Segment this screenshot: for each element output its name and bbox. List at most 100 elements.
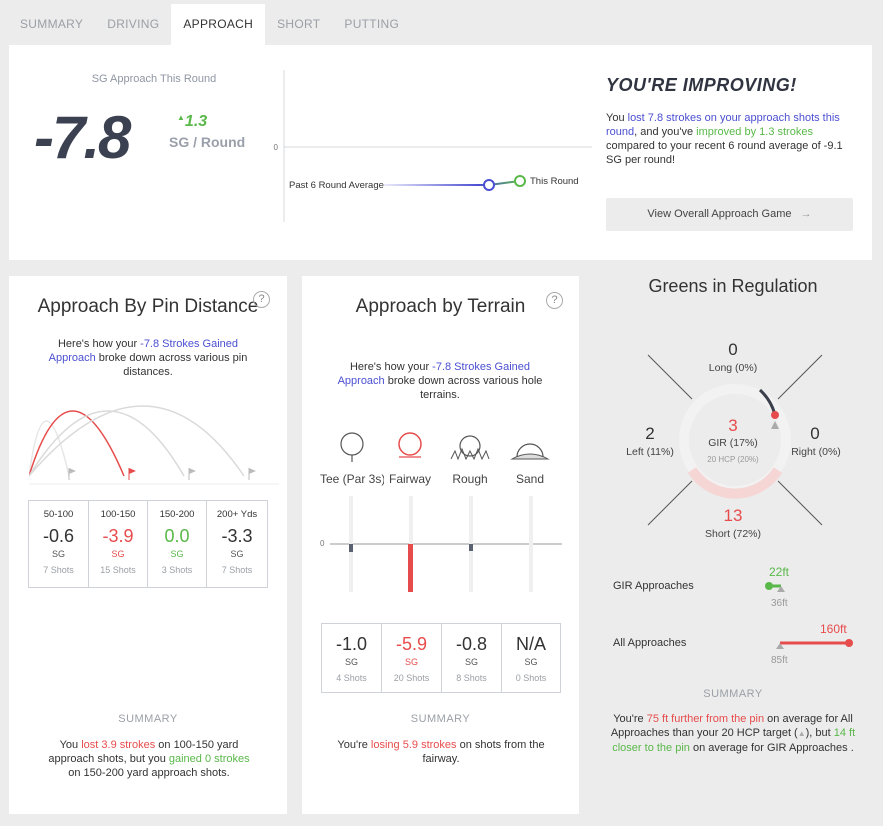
flag-icon [188,468,196,480]
gir-diagonal [777,354,823,400]
help-icon[interactable]: ? [253,291,270,308]
flag-icon [68,468,76,480]
gir-approaches-bar: 22ft 36ft [765,565,790,609]
terrain-stat-value: -5.9 [395,634,428,654]
triangle-icon: ▲ [797,729,806,738]
golf-ball-tee-icon [340,432,364,462]
terrain-stat-value: -0.8 [455,634,488,654]
terrain-stat-cell: N/A SG 0 Shots [502,624,560,692]
gir-diagonal [647,480,693,526]
arc-200-plus [29,405,245,477]
gir-right-count: 0 [810,424,820,443]
arc-50-100 [29,420,70,477]
pin-distance-title: Approach By Pin Distance [37,296,259,317]
this-round-label: This Round [530,176,579,187]
sg-per-round-label: SG / Round [169,134,246,150]
sg-approach-value: -7.8 [34,104,131,171]
pin-summary-1: You [59,739,82,751]
this-round-point [514,175,526,187]
terrain-stat-shots: 0 Shots [515,673,547,683]
terrain-stat-sg: SG [404,657,418,667]
terrain-sand: Sand [498,431,562,486]
terrain-intro: Here's how your -7.8 Strokes Gained Appr… [334,360,546,402]
terrain-track [529,496,533,592]
sg-approach-label: SG Approach This Round [91,73,217,85]
terrain-label: Rough [452,472,488,486]
pin-stat-head: 200+ Yds [216,509,258,520]
improving-text: You lost 7.8 strokes on your approach sh… [606,111,858,167]
terrain-summary-text: You're losing 5.9 strokes on shots from … [322,738,560,766]
approach-overview-card: SG Approach This Round -7.8 ▲1.3 SG / Ro… [9,45,872,260]
pin-stat-cell: 200+ Yds -3.3 SG 7 Shots [207,501,267,587]
pin-summary-gained: gained 0 strokes [168,753,250,765]
terrain-summary-2: on shots from the fairway. [422,739,545,765]
gir-approaches-target: 36ft [771,598,788,609]
pin-intro-2: broke down across various pin distances. [95,352,248,378]
sg-delta: ▲1.3 [177,113,207,131]
pin-distance-arcs [29,405,279,485]
pin-distance-stats: 50-100 -0.6 SG 7 Shots 100-150 -3.9 SG 1… [28,500,268,588]
gir-diagram [647,354,823,526]
pin-stat-sg: SG [230,549,244,559]
gir-approaches-value: 22ft [769,565,790,579]
terrain-sg-bars: 0 [320,496,562,592]
tab-short[interactable]: SHORT [277,17,321,31]
improving-text-1: You [606,112,628,124]
gir-summary-2: on average for All Approaches than your … [610,713,853,739]
pin-summary-lost: lost 3.9 strokes [81,739,156,751]
pin-stat-head: 50-100 [43,509,74,520]
flag-icon [128,468,136,480]
terrain-stat-value: N/A [515,634,546,654]
terrain-title: Approach by Terrain [355,296,526,317]
gir-summary-3: ), but [805,727,834,739]
arrow-right-icon: → [800,208,812,220]
gir-right-label: Right (0%) [791,446,841,458]
terrain-bar-rough [469,544,473,551]
sg-delta-value: 1.3 [184,113,208,130]
terrain-zero-label: 0 [320,539,325,548]
pin-stat-value: -3.9 [102,526,134,546]
gir-approaches-label: GIR Approaches [613,580,694,592]
pin-stat-cell: 50-100 -0.6 SG 7 Shots [29,501,89,587]
pin-stat-shots: 3 Shots [161,565,193,575]
up-arrow-icon: ▲ [177,113,185,122]
terrain-icons: Tee (Par 3s) Fairway Rough Sand [320,431,570,491]
trend-zero-label: 0 [274,143,279,152]
pin-summary-2: on 100-150 yard approach shots, but you [48,739,239,765]
pin-stat-value: -0.6 [42,526,75,546]
tab-summary[interactable]: SUMMARY [20,17,84,31]
all-approaches-label: All Approaches [613,637,687,649]
pin-stat-value: 0.0 [164,526,190,546]
pin-stat-cell: 150-200 0.0 SG 3 Shots [148,501,207,587]
tab-driving[interactable]: DRIVING [107,17,160,31]
pin-distance-card: Approach By Pin Distance ? Here's how yo… [9,276,287,814]
all-approaches-value: 160ft [820,622,847,636]
pin-stat-shots: 7 Shots [43,565,74,575]
view-overall-approach-button[interactable]: View Overall Approach Game → [606,198,853,231]
arc-150-200 [29,410,185,477]
terrain-intro-1: Here's how your [349,361,433,373]
tab-approach[interactable]: APPROACH [171,4,266,45]
improving-text-3: compared to your recent 6 round average … [606,140,843,166]
terrain-card: Approach by Terrain ? Here's how your -7… [302,276,579,814]
pin-stat-head: 100-150 [100,509,136,520]
gir-target-label: 20 HCP (20%) [707,455,759,464]
improving-headline: YOU'RE IMPROVING! [606,75,797,95]
terrain-stat-sg: SG [524,657,538,667]
gir-summary-further: 75 ft further from the pin [646,713,765,725]
pin-intro-highlight: -7.8 Strokes Gained Approach [48,338,239,364]
help-icon[interactable]: ? [546,292,563,309]
flag-icon [248,468,256,480]
terrain-summary-1: You're [337,739,371,751]
pin-stat-cell: 100-150 -3.9 SG 15 Shots [89,501,148,587]
gir-short-arc [687,467,783,499]
pin-stat-sg: SG [170,549,184,559]
terrain-stat-shots: 8 Shots [456,673,487,683]
sand-bunker-icon [510,443,550,460]
improving-text-2: , and you've [634,126,697,138]
terrain-stat-sg: SG [344,657,358,667]
tab-putting[interactable]: PUTTING [344,17,400,31]
terrain-stats: -1.0 SG 4 Shots -5.9 SG 20 Shots -0.8 SG… [321,623,561,693]
terrain-stat-cell: -0.8 SG 8 Shots [442,624,502,692]
arc-100-150 [29,410,125,477]
